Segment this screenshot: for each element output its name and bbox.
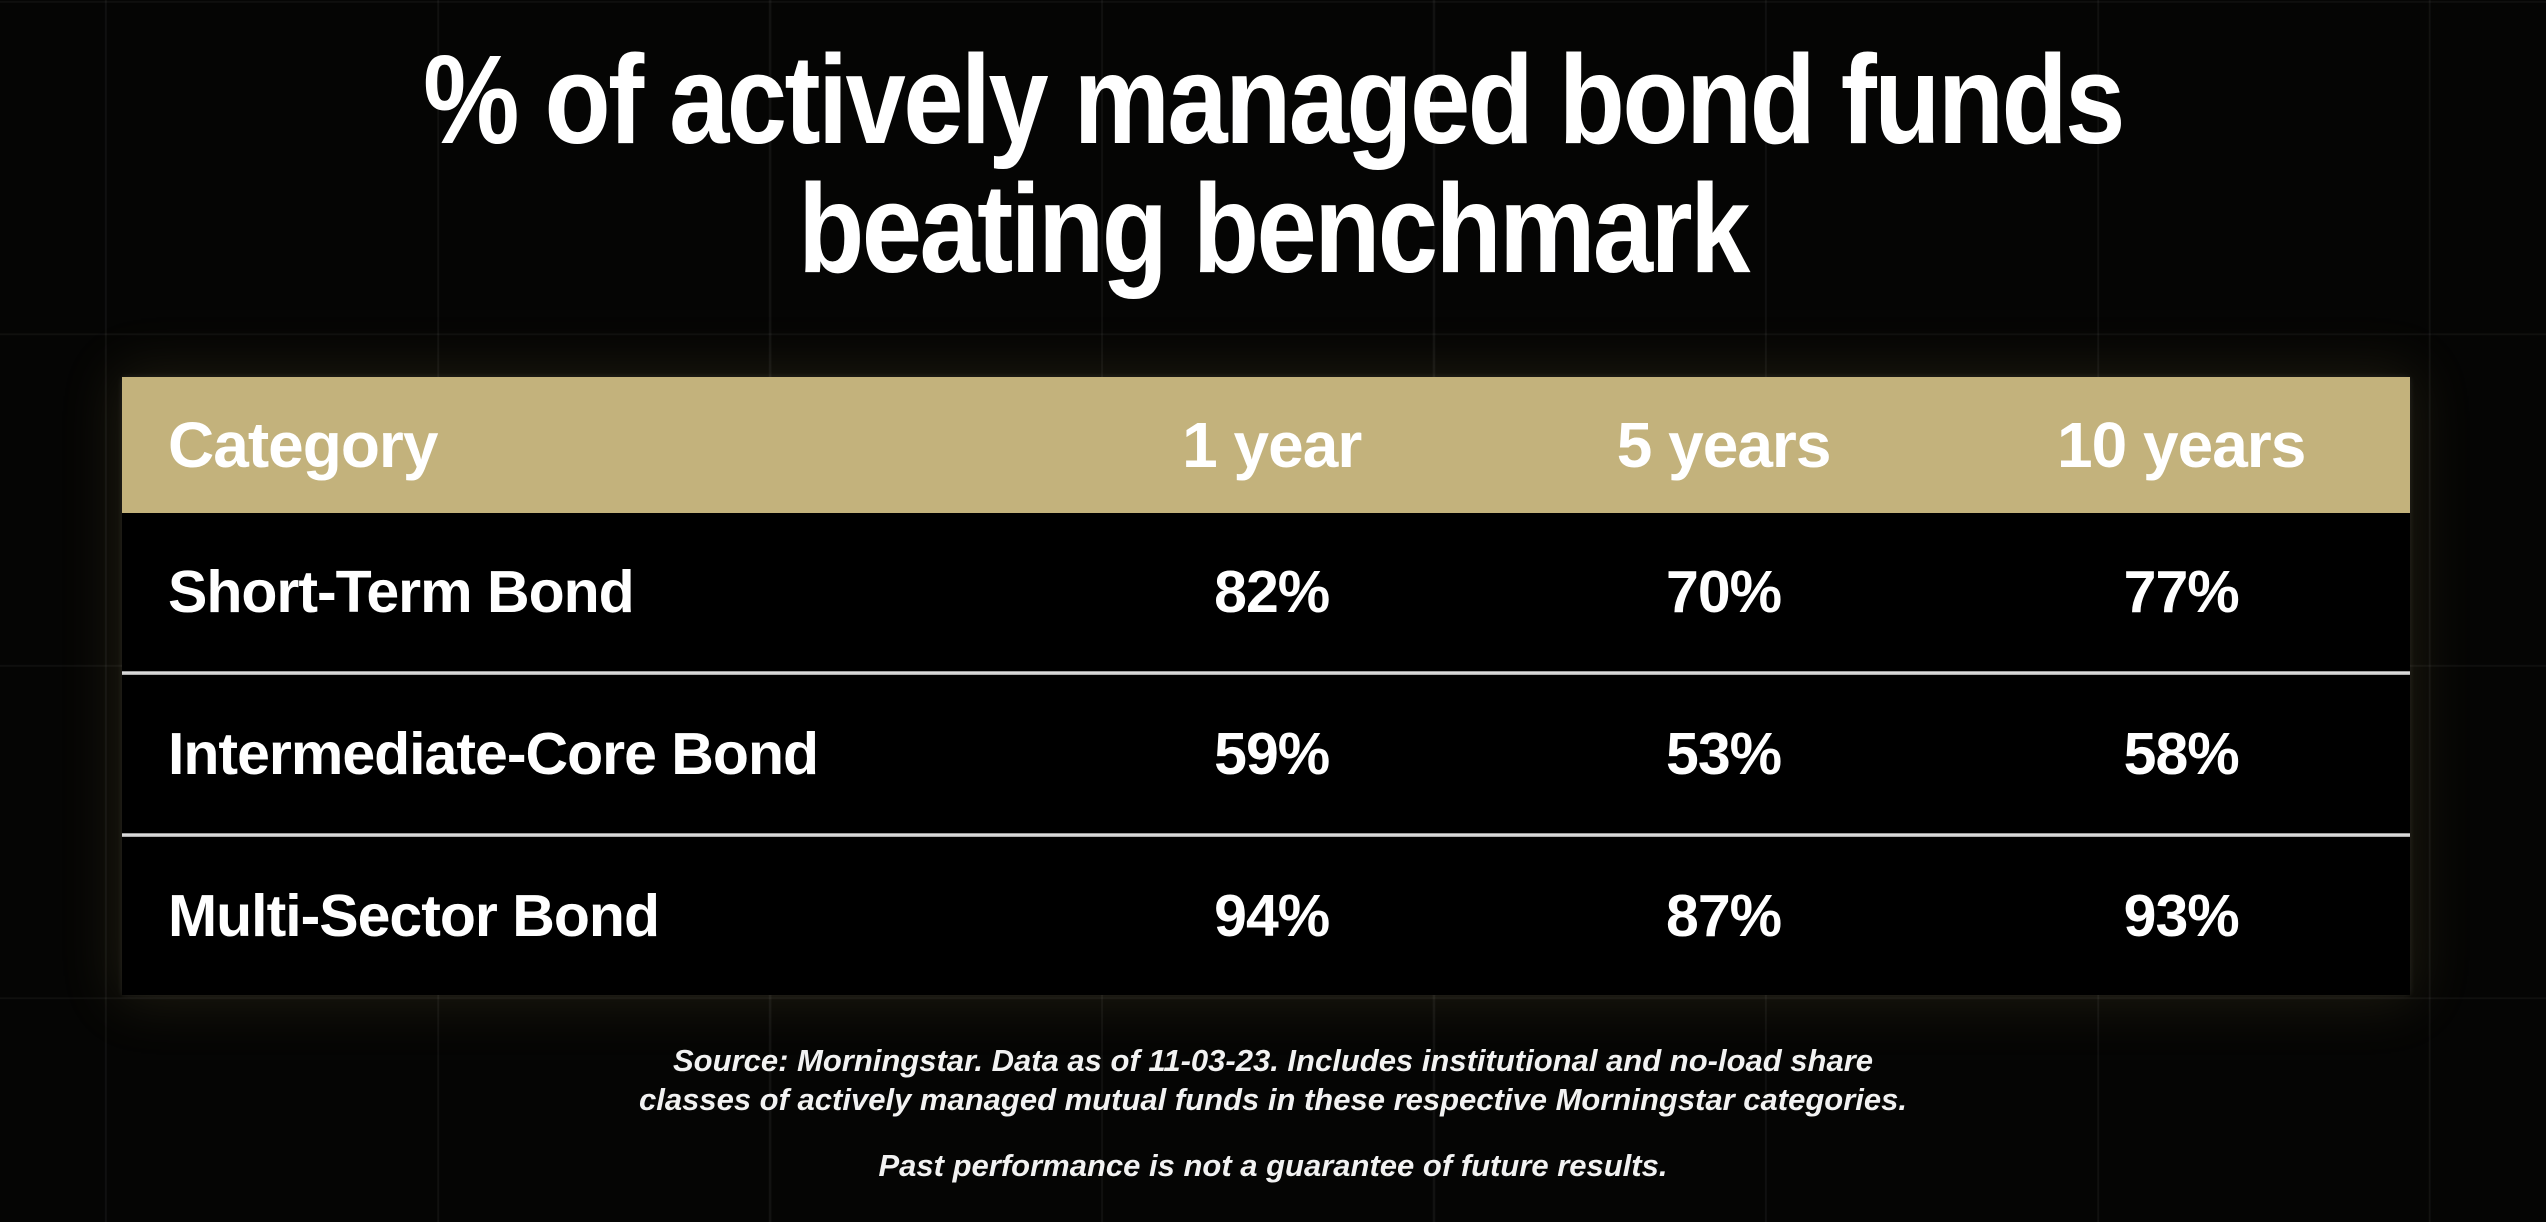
page-title-line2: beating benchmark [798,157,1750,299]
cell-category: Short-Term Bond [168,559,635,625]
cell-1-year: 59% [1214,721,1330,787]
source-note: Source: Morningstar. Data as of 11-03-23… [0,1041,2546,1119]
source-note-line2: classes of actively managed mutual funds… [639,1082,1907,1117]
cell-5-years: 70% [1666,559,1782,625]
disclaimer-text: Past performance is not a guarantee of f… [878,1148,1668,1183]
table-row-multi-sector-bond: Multi-Sector Bond 94% 87% 93% [122,837,2410,995]
page-title: % of actively managed bond funds beating… [178,35,2368,293]
cell-10-years: 93% [2123,883,2240,949]
table-row-short-term-bond: Short-Term Bond 82% 70% 77% [122,513,2410,671]
table-header-row: Category 1 year 5 years 10 years [122,377,2410,513]
cell-10-years: 77% [2123,559,2240,625]
bond-funds-table: Category 1 year 5 years 10 years Short-T… [122,377,2410,995]
row-divider [122,833,2410,837]
table-row-intermediate-core-bond: Intermediate-Core Bond 59% 53% 58% [122,675,2410,833]
row-divider [122,671,2410,675]
page-title-line1: % of actively managed bond funds [423,29,2125,170]
cell-category: Multi-Sector Bond [168,883,660,949]
cell-category: Intermediate-Core Bond [168,721,819,787]
header-category: Category [168,409,438,481]
cell-1-year: 94% [1214,883,1330,949]
header-1-year: 1 year [1182,409,1362,481]
cell-1-year: 82% [1214,559,1330,625]
cell-5-years: 53% [1666,721,1782,787]
cell-10-years: 58% [2123,721,2240,787]
source-note-line1: Source: Morningstar. Data as of 11-03-23… [672,1043,1874,1078]
cell-5-years: 87% [1666,883,1782,949]
header-5-years: 5 years [1616,409,1832,481]
header-10-years: 10 years [2057,409,2306,481]
